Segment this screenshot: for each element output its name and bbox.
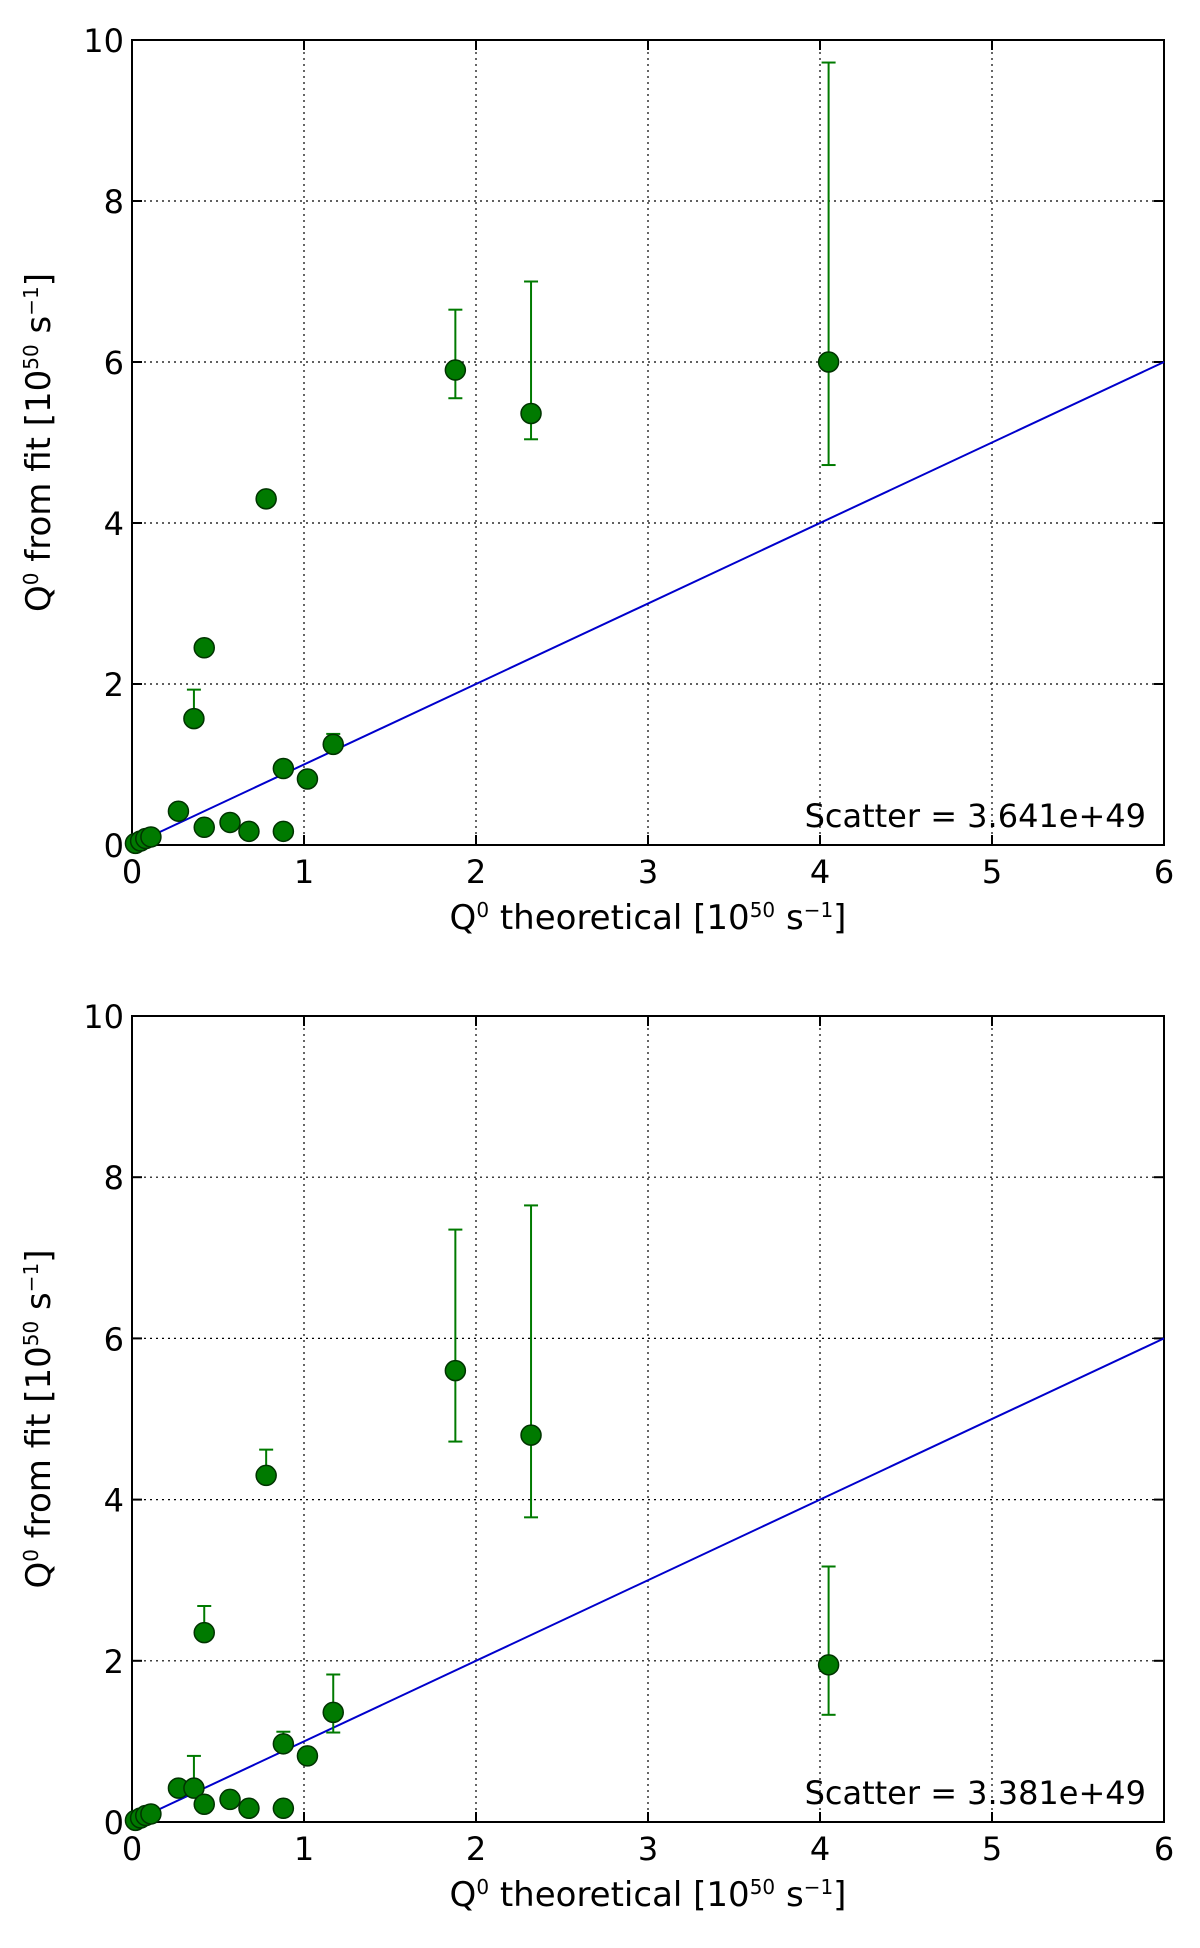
data-point xyxy=(296,1745,319,1767)
y-label-q: Q xyxy=(19,585,59,612)
x-label-exp: 50 xyxy=(750,898,775,922)
y-tick-label: 4 xyxy=(104,1482,124,1520)
data-point xyxy=(272,1797,295,1820)
data-point xyxy=(219,1788,241,1811)
y-tick-label: 2 xyxy=(104,666,124,704)
y-tick-label: 0 xyxy=(104,1804,124,1842)
x-tick-label: 6 xyxy=(1154,1830,1174,1868)
x-label-sup: 0 xyxy=(476,1875,489,1899)
x-label-text: theoretical [10 xyxy=(489,1875,750,1915)
y-label-text: from fit [10 xyxy=(19,1346,59,1549)
x-label-unit-exp: −1 xyxy=(804,898,833,922)
x-label-close: ] xyxy=(833,1875,846,1915)
data-point xyxy=(193,1621,215,1644)
x-tick-label: 3 xyxy=(638,1830,658,1868)
data-point xyxy=(322,1701,344,1724)
data-point xyxy=(140,826,162,848)
data-point xyxy=(444,1359,467,1382)
x-tick-label: 0 xyxy=(122,853,142,891)
grid xyxy=(132,1016,1164,1822)
x-tick-label: 1 xyxy=(294,853,314,891)
data-point xyxy=(193,1793,215,1816)
data-point xyxy=(238,820,260,843)
data-point xyxy=(238,1797,260,1820)
y-tick-label: 8 xyxy=(104,183,124,221)
y-axis-label: Q0 from fit [1050 s−1] xyxy=(19,273,59,612)
data-point xyxy=(167,800,190,822)
data-point xyxy=(183,1777,205,1799)
data-point xyxy=(296,768,319,790)
x-tick-label: 2 xyxy=(466,1830,486,1868)
scatter-annotation: Scatter = 3.381e+49 xyxy=(805,1774,1146,1812)
x-label-q: Q xyxy=(450,898,477,938)
x-label-sup: 0 xyxy=(476,898,489,922)
y-label-close: ] xyxy=(19,273,59,286)
data-point xyxy=(193,637,215,659)
x-tick-label: 3 xyxy=(638,853,658,891)
x-axis-label: Q0 theoretical [1050 s−1] xyxy=(450,1875,847,1915)
data-points xyxy=(124,1204,840,1832)
y-label-sup: 0 xyxy=(19,1549,43,1562)
y-tick-label: 4 xyxy=(104,505,124,543)
data-point xyxy=(255,488,277,510)
data-point xyxy=(219,811,241,834)
data-point xyxy=(255,1464,277,1487)
y-tick-label: 8 xyxy=(104,1159,124,1197)
x-tick-label: 1 xyxy=(294,1830,314,1868)
y-tick-label: 10 xyxy=(83,998,124,1036)
data-point xyxy=(140,1803,162,1825)
y-label-q: Q xyxy=(19,1562,59,1589)
data-point xyxy=(183,707,205,730)
x-axis-label: Q0 theoretical [1050 s−1] xyxy=(450,898,847,938)
x-label-exp: 50 xyxy=(750,1875,775,1899)
data-point xyxy=(444,359,467,381)
one-to-one-line xyxy=(131,1337,1165,1823)
x-tick-label: 4 xyxy=(810,1830,830,1868)
y-axis-label: Q0 from fit [1050 s−1] xyxy=(19,1249,59,1588)
x-label-unit-exp: −1 xyxy=(804,1875,833,1899)
x-label-unit: s xyxy=(775,1875,804,1915)
x-label-close: ] xyxy=(833,898,846,938)
y-tick-label: 10 xyxy=(83,22,124,60)
y-label-close: ] xyxy=(19,1249,59,1262)
y-label-exp: 50 xyxy=(19,344,43,369)
data-point xyxy=(193,816,215,839)
data-point xyxy=(817,351,840,373)
y-label-sup: 0 xyxy=(19,573,43,586)
data-point xyxy=(322,733,344,756)
data-point xyxy=(520,402,542,425)
y-label-exp: 50 xyxy=(19,1321,43,1346)
y-label-unit: s xyxy=(19,316,59,345)
y-label-unit-exp: −1 xyxy=(19,1263,43,1292)
data-point xyxy=(520,1424,542,1446)
one-to-one-line xyxy=(131,361,1165,846)
y-tick-label: 6 xyxy=(104,344,124,382)
x-tick-label: 6 xyxy=(1154,853,1174,891)
y-tick-label: 6 xyxy=(104,1320,124,1358)
data-point xyxy=(817,1654,840,1676)
y-tick-label: 2 xyxy=(104,1643,124,1681)
data-point xyxy=(272,757,295,780)
x-tick-label: 5 xyxy=(982,853,1002,891)
y-label-unit: s xyxy=(19,1292,59,1321)
x-label-unit: s xyxy=(775,898,804,938)
grid xyxy=(132,40,1164,845)
data-point xyxy=(272,1733,295,1755)
y-tick-label: 0 xyxy=(104,827,124,865)
y-label-text: from fit [10 xyxy=(19,370,59,573)
x-tick-label: 0 xyxy=(122,1830,142,1868)
y-label-unit-exp: −1 xyxy=(19,286,43,315)
x-tick-label: 5 xyxy=(982,1830,1002,1868)
x-tick-label: 2 xyxy=(466,853,486,891)
data-points xyxy=(124,61,840,855)
data-point xyxy=(272,820,295,843)
x-tick-label: 4 xyxy=(810,853,830,891)
x-label-q: Q xyxy=(450,1875,477,1915)
scatter-annotation: Scatter = 3.641e+49 xyxy=(805,797,1146,835)
x-label-text: theoretical [10 xyxy=(489,898,750,938)
